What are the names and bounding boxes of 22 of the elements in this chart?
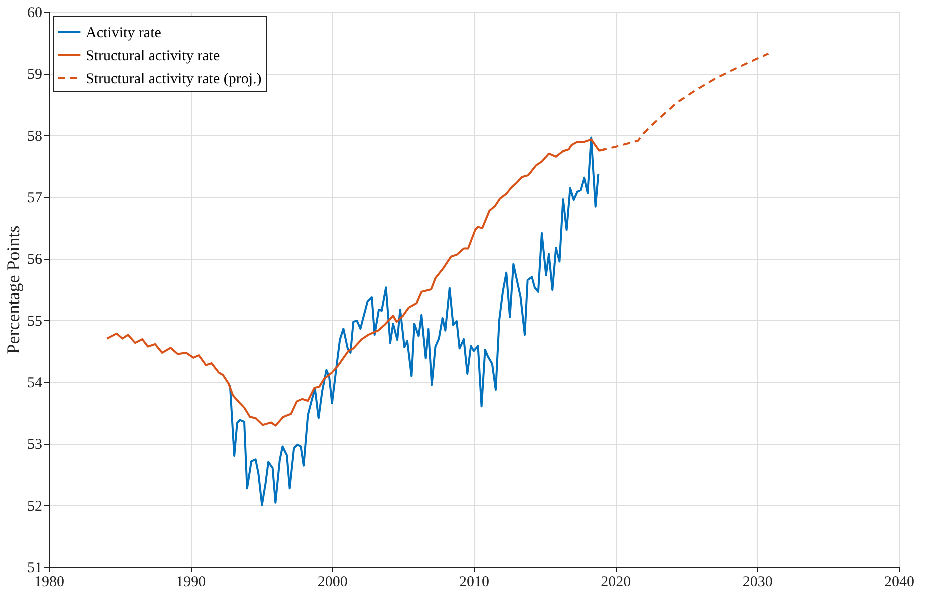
y-axis-title: Percentage Points [4, 226, 24, 354]
x-tick-label: 1990 [176, 574, 206, 590]
y-tick-label: 58 [28, 128, 42, 145]
legend-label: Structural activity rate [86, 48, 220, 64]
y-tick-label: 53 [28, 437, 42, 454]
y-tick-label: 60 [28, 6, 42, 22]
y-tick-label: 52 [28, 498, 42, 515]
x-tick-label: 1980 [34, 574, 64, 590]
x-tick-label: 2020 [601, 574, 632, 590]
y-tick-label: 55 [28, 314, 42, 330]
x-tick-label: 2000 [318, 574, 348, 590]
y-tick-label: 54 [28, 376, 43, 392]
y-tick-label: 57 [28, 190, 43, 206]
y-tick-label: 59 [28, 67, 42, 84]
line-series [229, 136, 600, 506]
x-tick-label: 2010 [460, 574, 490, 590]
x-tick-label: 2040 [884, 574, 914, 590]
legend-label: Activity rate [86, 26, 162, 42]
y-tick-label: 51 [28, 560, 42, 576]
legend-label: Structural activity rate (proj.) [86, 72, 262, 88]
x-tick-label: 2030 [742, 574, 773, 590]
y-tick-label: 56 [28, 252, 43, 268]
